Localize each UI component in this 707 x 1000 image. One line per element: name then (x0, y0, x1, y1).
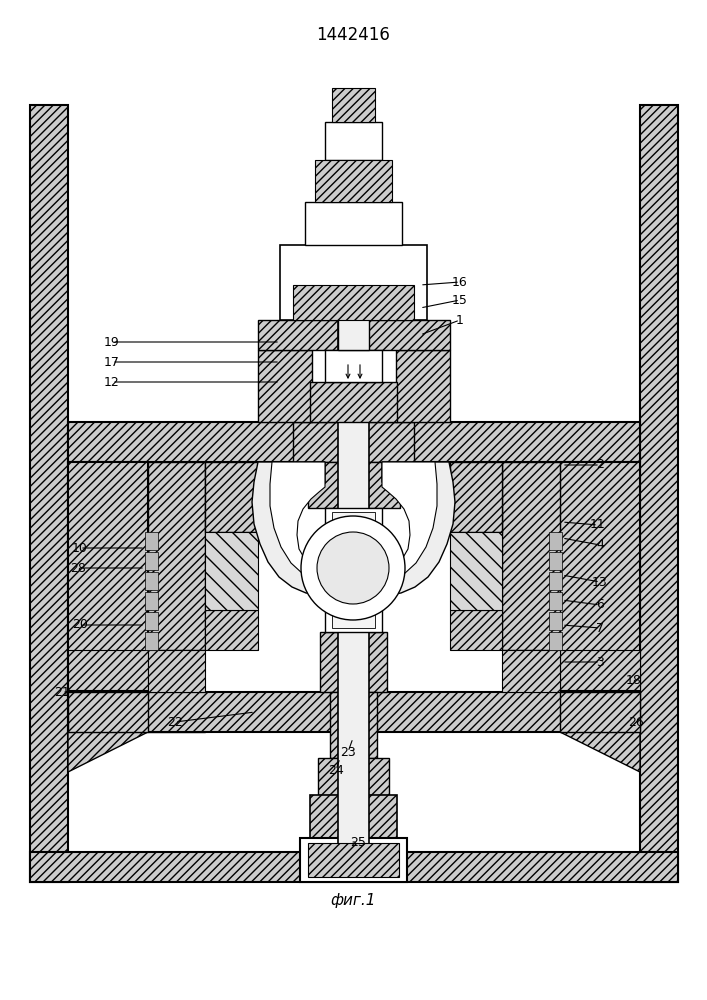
Polygon shape (332, 88, 375, 122)
Text: 19: 19 (104, 336, 120, 349)
Polygon shape (308, 462, 400, 508)
Polygon shape (382, 462, 437, 582)
Text: 11: 11 (590, 518, 606, 532)
Polygon shape (315, 160, 392, 202)
Polygon shape (205, 462, 258, 532)
Polygon shape (205, 610, 258, 650)
Polygon shape (549, 552, 562, 570)
Text: 13: 13 (592, 576, 608, 588)
Polygon shape (258, 320, 450, 350)
Polygon shape (325, 122, 382, 160)
Text: 17: 17 (104, 356, 120, 368)
Polygon shape (332, 512, 375, 628)
Text: 1442416: 1442416 (316, 26, 390, 44)
Polygon shape (68, 422, 640, 462)
Circle shape (317, 532, 389, 604)
Text: 23: 23 (340, 746, 356, 758)
Polygon shape (270, 462, 325, 582)
Text: 18: 18 (626, 674, 642, 686)
Polygon shape (68, 650, 148, 690)
Text: фиг.1: фиг.1 (330, 892, 375, 908)
Polygon shape (330, 692, 377, 758)
Polygon shape (308, 843, 399, 877)
Text: 20: 20 (72, 618, 88, 632)
Polygon shape (320, 632, 387, 692)
Polygon shape (560, 462, 640, 692)
Polygon shape (382, 462, 455, 595)
Polygon shape (325, 350, 382, 382)
Text: 15: 15 (452, 294, 468, 306)
Text: 22: 22 (167, 716, 183, 728)
Text: 7: 7 (596, 621, 604, 635)
Polygon shape (252, 462, 325, 595)
Polygon shape (549, 572, 562, 590)
Polygon shape (68, 692, 148, 732)
Polygon shape (640, 105, 678, 882)
Polygon shape (300, 838, 407, 882)
Polygon shape (450, 532, 502, 610)
Polygon shape (325, 508, 382, 632)
Polygon shape (310, 795, 397, 838)
Text: 2: 2 (596, 458, 604, 472)
Polygon shape (68, 692, 640, 732)
Text: 26: 26 (628, 716, 644, 728)
Polygon shape (318, 758, 389, 795)
Text: 12: 12 (104, 375, 120, 388)
Polygon shape (560, 692, 640, 732)
Text: 4: 4 (596, 538, 604, 552)
Circle shape (301, 516, 405, 620)
Polygon shape (549, 612, 562, 630)
Polygon shape (549, 592, 562, 610)
Polygon shape (310, 382, 397, 422)
Polygon shape (145, 632, 158, 650)
Polygon shape (145, 532, 158, 550)
Polygon shape (502, 650, 560, 692)
Text: 1: 1 (456, 314, 464, 326)
Text: 10: 10 (72, 542, 88, 554)
Polygon shape (30, 105, 68, 882)
Polygon shape (396, 350, 450, 422)
Polygon shape (305, 202, 402, 245)
Polygon shape (145, 552, 158, 570)
Polygon shape (338, 295, 369, 852)
Text: 16: 16 (452, 275, 468, 288)
Polygon shape (148, 462, 205, 650)
Polygon shape (293, 422, 414, 462)
Polygon shape (258, 350, 312, 422)
Text: 25: 25 (350, 836, 366, 848)
Polygon shape (145, 612, 158, 630)
Polygon shape (502, 462, 560, 650)
Polygon shape (68, 692, 148, 772)
Text: 3: 3 (596, 656, 604, 668)
Text: 6: 6 (596, 598, 604, 611)
Polygon shape (450, 610, 502, 650)
Polygon shape (280, 245, 427, 320)
Polygon shape (145, 592, 158, 610)
Polygon shape (30, 852, 678, 882)
Text: 28: 28 (70, 562, 86, 574)
Text: 24: 24 (328, 764, 344, 776)
Polygon shape (549, 632, 562, 650)
Polygon shape (560, 650, 640, 690)
Polygon shape (145, 572, 158, 590)
Text: 21: 21 (54, 686, 70, 698)
Polygon shape (148, 650, 205, 692)
Polygon shape (450, 462, 502, 532)
Polygon shape (338, 295, 369, 350)
Polygon shape (549, 532, 562, 550)
Polygon shape (293, 285, 414, 320)
Polygon shape (205, 532, 258, 610)
Polygon shape (560, 692, 640, 772)
Polygon shape (68, 462, 148, 692)
